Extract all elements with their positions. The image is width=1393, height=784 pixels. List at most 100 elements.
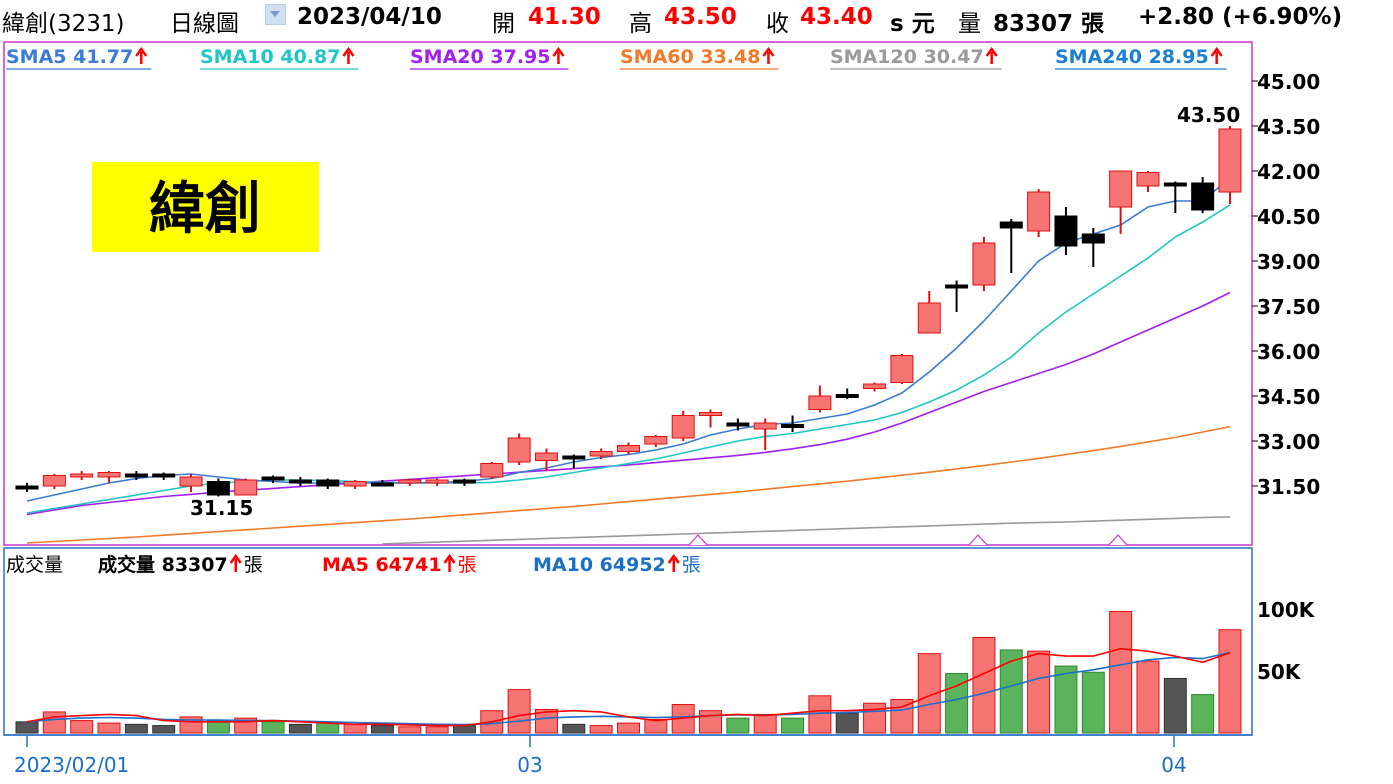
volume-bar[interactable]	[1218, 629, 1242, 734]
chart-type-select[interactable]: 日線圖	[170, 11, 239, 37]
candle-body	[589, 451, 613, 457]
volume-bar[interactable]	[999, 649, 1023, 734]
candle-body	[617, 445, 640, 452]
candlestick[interactable]	[480, 462, 504, 479]
candlestick[interactable]	[781, 415, 805, 433]
candlestick[interactable]	[452, 478, 476, 487]
volume-bar[interactable]	[507, 689, 531, 734]
candlestick[interactable]	[999, 219, 1023, 273]
volume-bar[interactable]	[124, 723, 148, 734]
candlestick[interactable]	[1027, 189, 1051, 237]
volume-bar[interactable]	[808, 695, 832, 734]
candlestick[interactable]	[152, 472, 176, 481]
chevron-down-icon[interactable]	[265, 4, 286, 25]
candlestick[interactable]	[617, 442, 640, 455]
volume-bar[interactable]	[70, 720, 94, 734]
candlestick[interactable]	[507, 433, 531, 466]
volume-bar[interactable]	[1081, 671, 1105, 734]
candlestick[interactable]	[370, 480, 394, 487]
candlestick[interactable]	[288, 477, 312, 486]
volume-bar[interactable]	[562, 723, 586, 734]
volume-bar[interactable]	[781, 717, 805, 734]
candlestick[interactable]	[1081, 228, 1105, 267]
candlestick[interactable]	[1136, 171, 1160, 192]
candlestick[interactable]	[179, 474, 203, 492]
volume-bar[interactable]	[972, 637, 996, 734]
volume-bar[interactable]	[534, 708, 558, 734]
sma-legend-item[interactable]: SMA5 41.77	[6, 46, 133, 68]
candlestick[interactable]	[671, 411, 695, 441]
candlestick[interactable]	[234, 478, 258, 496]
volume-bar[interactable]	[726, 717, 750, 734]
candlestick[interactable]	[398, 478, 422, 487]
volume-bar[interactable]	[343, 723, 367, 734]
volume-bar[interactable]	[589, 725, 613, 734]
candlestick[interactable]	[589, 448, 613, 460]
volume-bar[interactable]	[261, 721, 285, 734]
candlestick[interactable]	[97, 471, 121, 483]
candlestick[interactable]	[835, 388, 859, 400]
candlestick[interactable]	[42, 474, 66, 489]
volume-bar[interactable]	[316, 722, 340, 734]
candlestick[interactable]	[917, 291, 941, 334]
volume-bar[interactable]	[1191, 694, 1215, 734]
volume-bar[interactable]	[152, 725, 176, 734]
candlestick[interactable]	[699, 409, 723, 428]
volume-bar[interactable]	[1109, 610, 1133, 734]
up-arrow-icon	[985, 46, 998, 64]
volume-bar[interactable]	[1136, 660, 1160, 734]
volume-bar[interactable]	[1163, 677, 1187, 734]
sma-legend-item[interactable]: SMA120 30.47	[830, 46, 984, 68]
candlestick[interactable]	[808, 385, 832, 413]
triangle-marker-icon[interactable]	[1108, 534, 1128, 546]
stock-chart[interactable]: SMA5 41.77 SMA10 40.87 SMA20 37.95 SMA60 33…	[0, 40, 1393, 784]
candlestick[interactable]	[316, 478, 340, 490]
candlestick[interactable]	[70, 471, 94, 480]
candlestick[interactable]	[890, 354, 914, 384]
volume-bar[interactable]	[370, 725, 394, 734]
sma-legend-item[interactable]: SMA60 33.48	[620, 46, 760, 68]
candlestick[interactable]	[206, 478, 230, 497]
candlestick[interactable]	[425, 478, 449, 487]
volume-bar[interactable]	[835, 712, 859, 734]
volume-bar[interactable]	[1054, 665, 1078, 734]
volume-bar[interactable]	[1027, 650, 1051, 734]
volume-bar[interactable]	[398, 726, 422, 734]
candlestick[interactable]	[644, 435, 668, 447]
candlestick[interactable]	[261, 475, 285, 484]
volume-bar[interactable]	[917, 653, 941, 734]
candlestick[interactable]	[15, 483, 39, 492]
candlestick[interactable]	[1191, 177, 1215, 213]
triangle-marker-icon[interactable]	[968, 534, 988, 546]
candlestick[interactable]	[972, 237, 996, 291]
volume-bar[interactable]	[699, 710, 723, 734]
volume-bar[interactable]	[452, 725, 476, 734]
candlestick[interactable]	[726, 418, 750, 431]
volume-bar[interactable]	[644, 718, 668, 734]
stock-name[interactable]: 緯創(3231)	[2, 11, 125, 37]
volume-bar[interactable]	[42, 711, 66, 734]
volume-bar[interactable]	[425, 726, 449, 734]
candlestick[interactable]	[753, 418, 777, 451]
volume-bar[interactable]	[15, 721, 39, 734]
volume-bar[interactable]	[97, 722, 121, 734]
candlestick[interactable]	[945, 280, 969, 313]
candlestick[interactable]	[1163, 181, 1187, 214]
candlestick[interactable]	[562, 454, 586, 469]
volume-bar[interactable]	[863, 702, 887, 734]
volume-bar[interactable]	[617, 722, 640, 734]
candlestick[interactable]	[1109, 170, 1133, 234]
candlestick[interactable]	[1218, 126, 1242, 204]
sma-legend-item[interactable]: SMA10 40.87	[200, 46, 340, 68]
sma-legend-item[interactable]: SMA20 37.95	[410, 46, 550, 68]
triangle-marker-icon[interactable]	[688, 534, 708, 546]
candlestick[interactable]	[1054, 207, 1078, 255]
candlestick[interactable]	[124, 471, 148, 480]
candle-body	[97, 472, 121, 478]
candlestick[interactable]	[863, 382, 887, 392]
candlestick[interactable]	[534, 448, 558, 472]
candlestick[interactable]	[343, 480, 367, 489]
volume-bar[interactable]	[753, 713, 777, 734]
volume-bar[interactable]	[288, 723, 312, 734]
sma-legend-item[interactable]: SMA240 28.95	[1055, 46, 1209, 68]
